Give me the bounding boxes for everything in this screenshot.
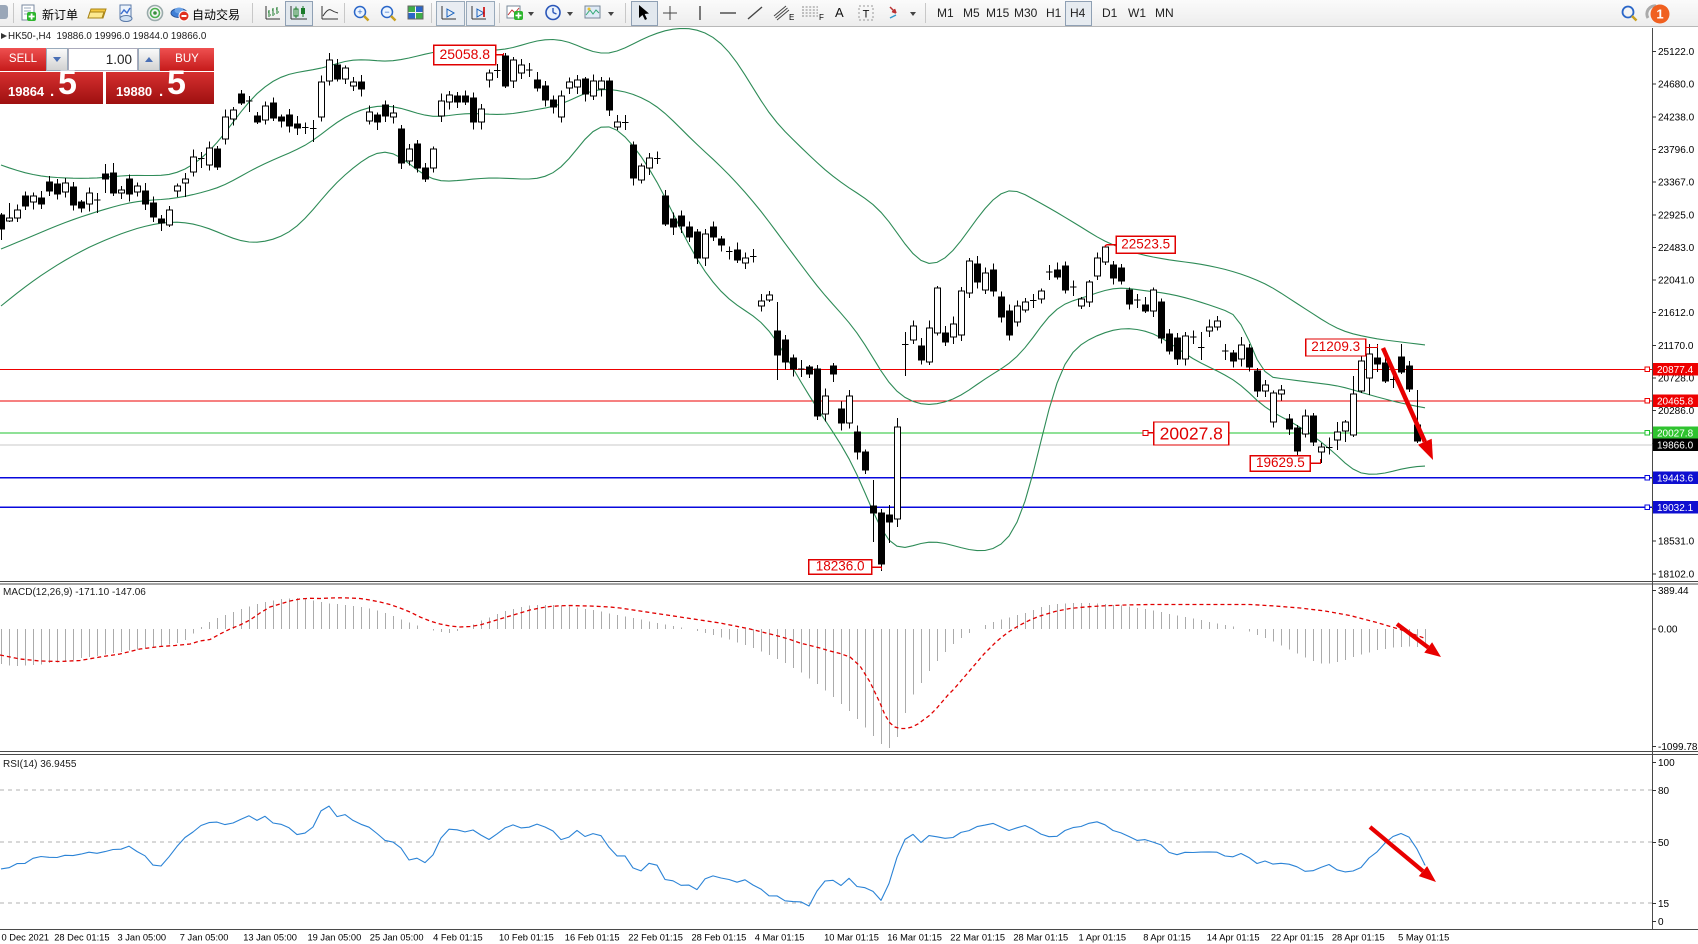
svg-text:21612.0: 21612.0 — [1658, 308, 1695, 319]
svg-text:28 Dec 01:15: 28 Dec 01:15 — [54, 933, 109, 943]
svg-text:21170.0: 21170.0 — [1658, 341, 1694, 352]
svg-text:10 Mar 01:15: 10 Mar 01:15 — [824, 933, 879, 943]
svg-text:-1099.78: -1099.78 — [1658, 742, 1698, 753]
svg-text:20286.0: 20286.0 — [1658, 406, 1695, 417]
svg-text:19 Jan 05:00: 19 Jan 05:00 — [308, 933, 362, 943]
svg-text:25058.8: 25058.8 — [439, 46, 490, 62]
svg-text:23367.0: 23367.0 — [1658, 178, 1695, 189]
svg-text:13 Jan 05:00: 13 Jan 05:00 — [243, 933, 297, 943]
svg-text:15: 15 — [1658, 899, 1670, 910]
svg-text:RSI(14) 36.9455: RSI(14) 36.9455 — [3, 759, 77, 770]
svg-text:100: 100 — [1658, 758, 1675, 769]
svg-text:22 Feb 01:15: 22 Feb 01:15 — [628, 933, 683, 943]
svg-text:0 Dec 2021: 0 Dec 2021 — [2, 933, 50, 943]
svg-text:50: 50 — [1658, 838, 1670, 849]
svg-text:20728.0: 20728.0 — [1658, 374, 1695, 385]
svg-text:18236.0: 18236.0 — [816, 558, 865, 573]
svg-text:+: + — [357, 7, 362, 17]
svg-text:24238.0: 24238.0 — [1658, 112, 1695, 123]
svg-text:20027.8: 20027.8 — [1160, 424, 1223, 444]
svg-text:4 Feb 01:15: 4 Feb 01:15 — [433, 933, 483, 943]
svg-text:22 Apr 01:15: 22 Apr 01:15 — [1271, 933, 1324, 943]
svg-text:28 Mar 01:15: 28 Mar 01:15 — [1013, 933, 1068, 943]
svg-text:1: 1 — [1656, 7, 1663, 22]
svg-text:24680.0: 24680.0 — [1658, 80, 1695, 91]
svg-text:F: F — [819, 13, 824, 22]
svg-text:−: − — [384, 7, 389, 17]
svg-text:0.00: 0.00 — [1658, 625, 1678, 636]
svg-text:22483.0: 22483.0 — [1658, 243, 1695, 254]
svg-text:19443.6: 19443.6 — [1657, 473, 1694, 484]
svg-text:22925.0: 22925.0 — [1658, 210, 1695, 221]
svg-text:4 Mar 01:15: 4 Mar 01:15 — [755, 933, 805, 943]
svg-text:20877.4: 20877.4 — [1657, 365, 1694, 376]
svg-text:22041.0: 22041.0 — [1658, 276, 1695, 287]
svg-text:28 Apr 01:15: 28 Apr 01:15 — [1332, 933, 1385, 943]
svg-text:E: E — [789, 13, 794, 22]
svg-text:18531.0: 18531.0 — [1658, 537, 1695, 548]
svg-text:5 May 01:15: 5 May 01:15 — [1398, 933, 1449, 943]
svg-text:1 Apr 01:15: 1 Apr 01:15 — [1079, 933, 1127, 943]
svg-text:7 Jan 05:00: 7 Jan 05:00 — [180, 933, 229, 943]
svg-text:8 Apr 01:15: 8 Apr 01:15 — [1143, 933, 1191, 943]
svg-text:14 Apr 01:15: 14 Apr 01:15 — [1207, 933, 1260, 943]
svg-text:HK50-,H4 19886.0 19996.0 1984: HK50-,H4 19886.0 19996.0 19844.0 19866.0 — [8, 31, 207, 42]
svg-text:10 Feb 01:15: 10 Feb 01:15 — [499, 933, 554, 943]
svg-text:19629.5: 19629.5 — [1256, 455, 1305, 470]
svg-text:16 Mar 01:15: 16 Mar 01:15 — [887, 933, 942, 943]
svg-text:T: T — [863, 9, 870, 21]
svg-text:18102.0: 18102.0 — [1658, 569, 1695, 580]
svg-text:80: 80 — [1658, 786, 1670, 797]
svg-text:389.44: 389.44 — [1658, 586, 1689, 597]
svg-text:0: 0 — [1658, 917, 1664, 928]
svg-text:25122.0: 25122.0 — [1658, 47, 1695, 58]
svg-text:22523.5: 22523.5 — [1121, 236, 1170, 251]
svg-text:28 Feb 01:15: 28 Feb 01:15 — [692, 933, 747, 943]
svg-text:MACD(12,26,9) -171.10 -147.06: MACD(12,26,9) -171.10 -147.06 — [3, 587, 146, 598]
svg-text:22 Mar 01:15: 22 Mar 01:15 — [950, 933, 1005, 943]
svg-text:21209.3: 21209.3 — [1311, 339, 1360, 354]
svg-text:19866.0: 19866.0 — [1657, 440, 1694, 451]
svg-text:16 Feb 01:15: 16 Feb 01:15 — [565, 933, 620, 943]
svg-text:3 Jan 05:00: 3 Jan 05:00 — [118, 933, 167, 943]
svg-text:20465.8: 20465.8 — [1657, 396, 1694, 407]
svg-text:19032.1: 19032.1 — [1657, 503, 1694, 514]
svg-text:23796.0: 23796.0 — [1658, 145, 1695, 156]
svg-text:20027.8: 20027.8 — [1657, 428, 1694, 439]
svg-text:25 Jan 05:00: 25 Jan 05:00 — [370, 933, 424, 943]
